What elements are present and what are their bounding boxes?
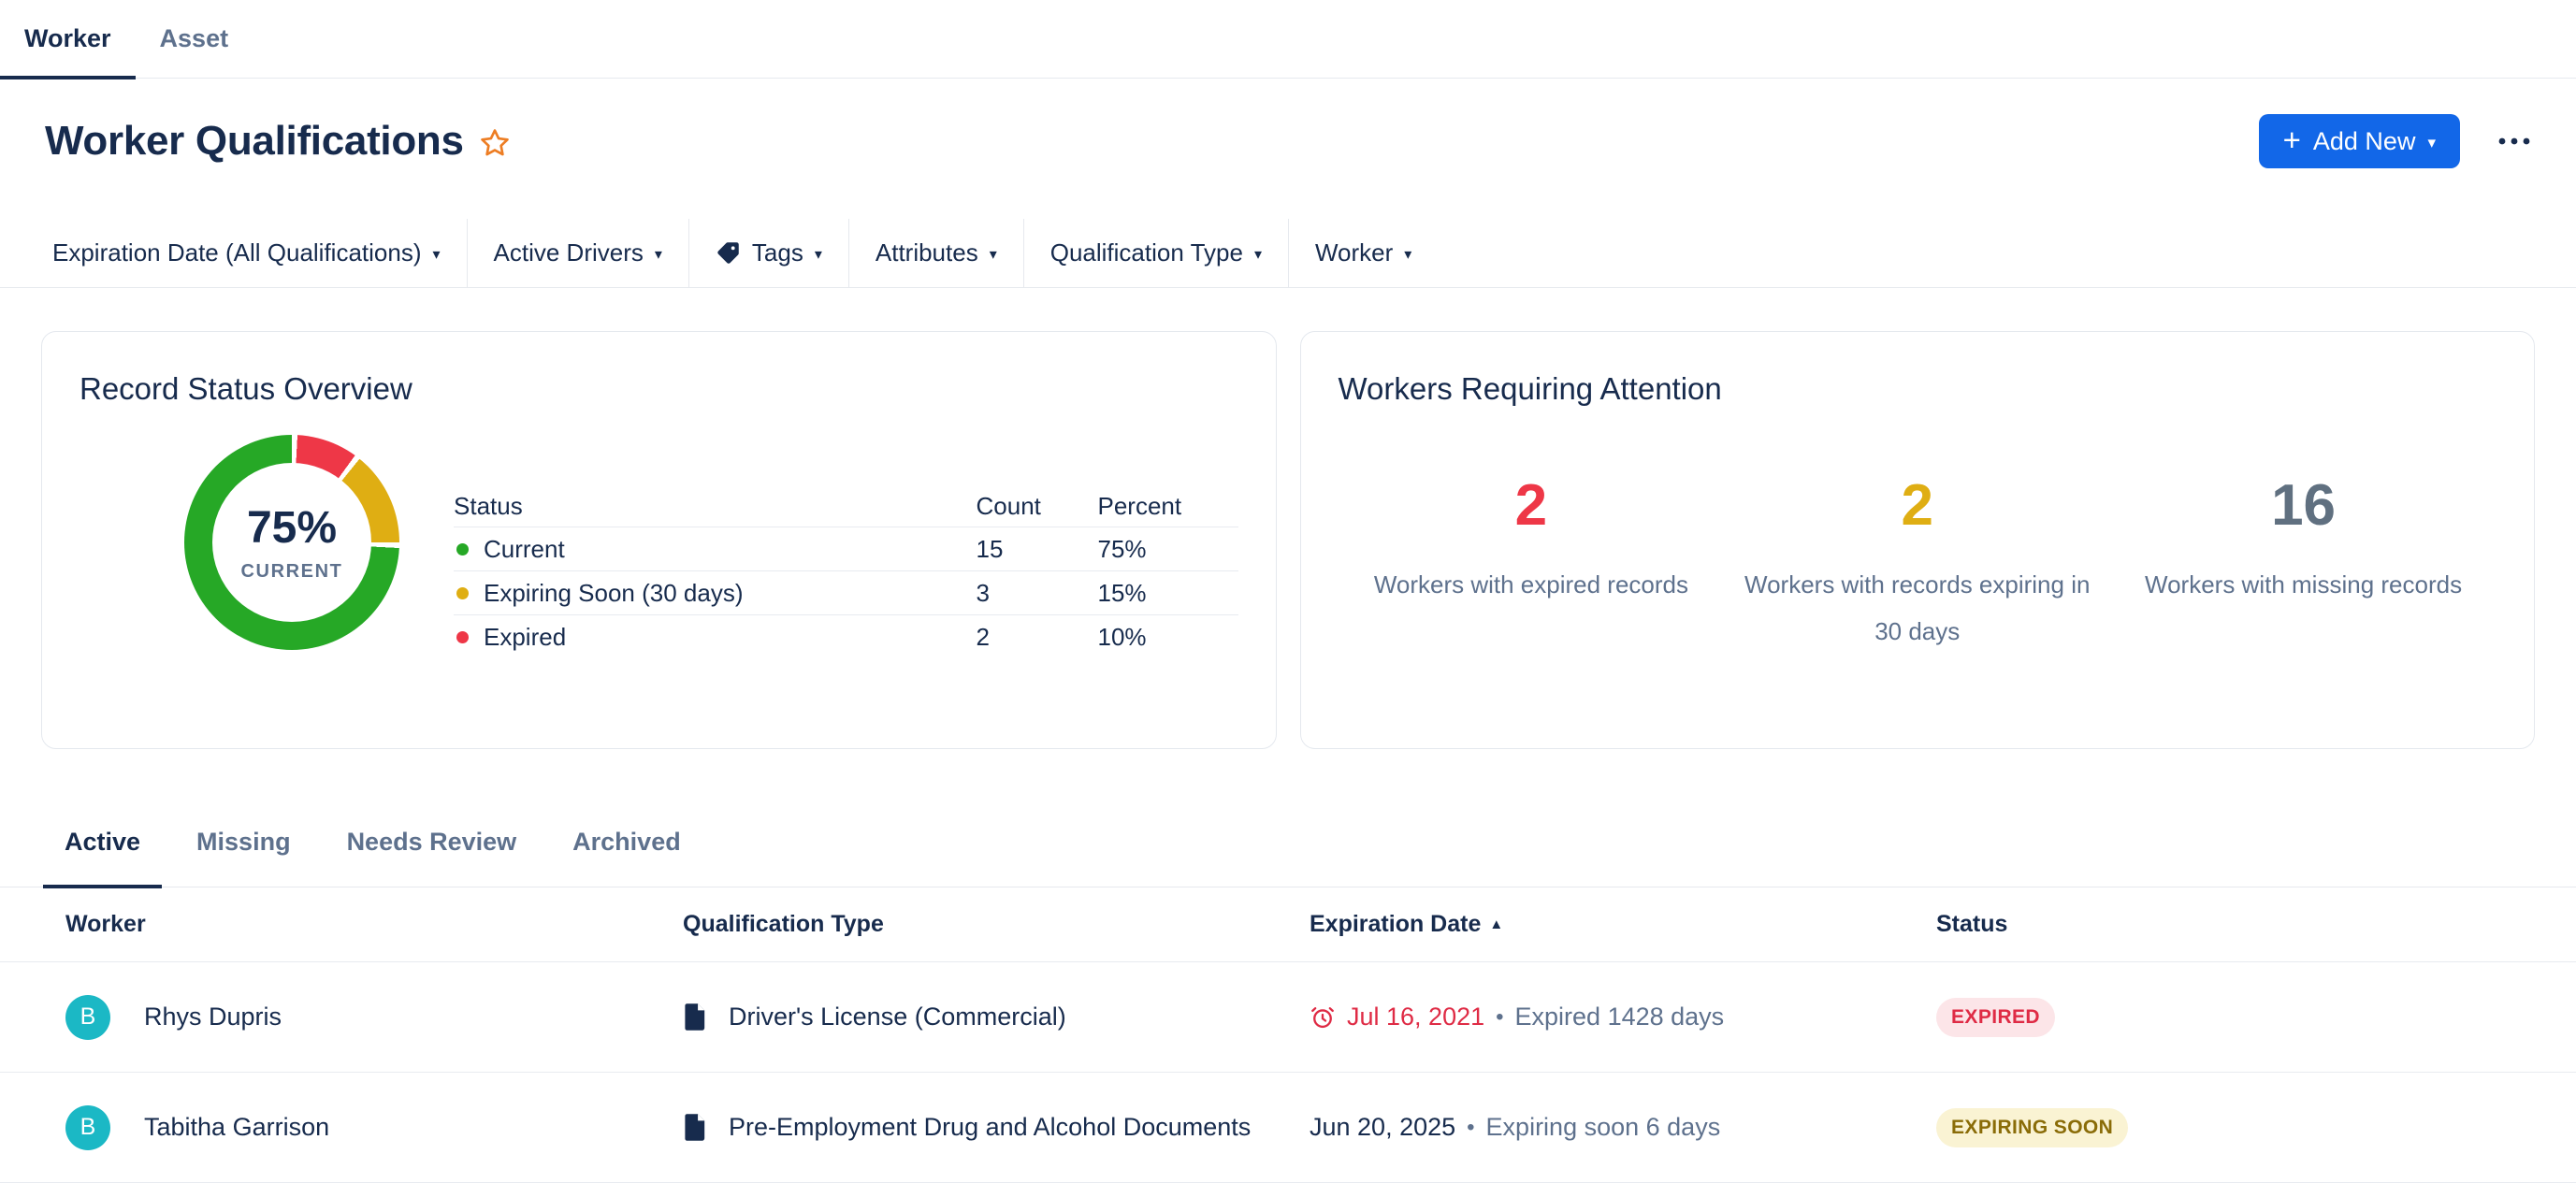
record-status-title: Record Status Overview [80,371,412,406]
favorite-star-icon[interactable] [479,127,511,162]
qualifications-table: Worker Qualification Type Expiration Dat… [0,887,2576,1183]
tag-icon [717,242,739,264]
column-header-status[interactable]: Status [1936,911,2008,937]
chevron-down-icon: ▾ [814,247,822,263]
expiration-note: Expired 1428 days [1514,1003,1725,1031]
tab-missing[interactable]: Missing [196,828,291,856]
table-header-row: Worker Qualification Type Expiration Dat… [0,887,2576,962]
worker-name: Rhys Dupris [144,1003,282,1031]
tab-needs-review[interactable]: Needs Review [346,828,517,856]
alarm-clock-icon [1310,1004,1336,1031]
document-icon [683,1113,708,1142]
filter-expiration-date[interactable]: Expiration Date (All Qualifications) ▾ [45,219,468,287]
record-status-card: Record Status Overview 75% CURRENT Statu… [41,331,1277,749]
legend-header-status: Status [454,492,523,520]
filter-worker[interactable]: Worker ▾ [1314,238,1412,267]
expiration-note: Expiring soon 6 days [1485,1113,1721,1141]
donut-center-value: 75% [246,503,338,553]
table-row[interactable]: B Tabitha Garrison Pre-Employment Drug a… [0,1073,2576,1183]
worker-cell: B Tabitha Garrison [45,1104,662,1150]
status-cell: EXPIRING SOON [1916,1107,2531,1147]
dot-separator: • [1496,1003,1504,1030]
chevron-down-icon: ▾ [1404,247,1412,263]
status-dot-current [456,542,469,555]
filter-qualification-type[interactable]: Qualification Type ▾ [1024,219,1289,287]
status-cell: EXPIRED [1916,997,2531,1037]
expiration-cell: Jun 20, 2025 • Expiring soon 6 days [1289,1113,1916,1142]
qualification-cell: Pre-Employment Drug and Alcohol Document… [662,1113,1289,1142]
legend-row-current: Current 15 75% [454,527,1238,571]
table-row[interactable]: B Rhys Dupris Driver's License (Commerci… [0,962,2576,1073]
attention-card: Workers Requiring Attention 2 Workers wi… [1299,331,2535,749]
status-legend-table: Status Count Percent Current 15 75% Expi… [454,486,1238,659]
donut-center-label: CURRENT [240,561,343,582]
legend-row-expiring-soon: Expiring Soon (30 days) 3 15% [454,571,1238,615]
filter-active-drivers[interactable]: Active Drivers ▾ [468,219,689,287]
attention-title: Workers Requiring Attention [1338,371,1722,406]
chevron-down-icon: ▾ [654,247,662,263]
summary-cards: Record Status Overview 75% CURRENT Statu… [0,288,2576,749]
column-header-worker[interactable]: Worker [65,911,146,937]
list-tab-bar: Active Missing Needs Review Archived [0,798,2576,888]
worker-cell: B Rhys Dupris [45,994,662,1040]
legend-header-percent: Percent [1097,492,1182,520]
chevron-down-icon: ▾ [989,247,997,263]
donut-chart: 75% CURRENT [184,435,399,650]
status-badge: EXPIRED [1936,997,2055,1037]
expiration-date: Jul 16, 2021 [1347,1003,1485,1031]
tab-active[interactable]: Active [43,798,163,888]
legend-row-expired: Expired 2 10% [454,615,1238,659]
page-title: Worker Qualifications [45,118,464,164]
column-header-qualification-type[interactable]: Qualification Type [683,911,884,937]
chevron-down-icon: ▾ [432,247,441,263]
avatar: B [65,994,110,1040]
dot-separator: • [1467,1114,1475,1140]
qualification-name: Driver's License (Commercial) [729,1003,1066,1031]
filter-tags[interactable]: Tags ▾ [689,219,849,287]
document-icon [683,1003,708,1032]
chevron-down-icon: ▾ [1253,247,1262,263]
tab-worker[interactable]: Worker [0,0,136,79]
add-new-button[interactable]: + Add New ▾ [2258,114,2460,168]
chevron-down-icon: ▾ [2427,133,2436,151]
stat-missing-workers: 16 Workers with missing records [2145,473,2463,599]
ellipsis-icon [2498,137,2530,145]
filter-bar: Expiration Date (All Qualifications) ▾ A… [0,219,2576,288]
qualification-name: Pre-Employment Drug and Alcohol Document… [729,1113,1252,1141]
status-badge: EXPIRING SOON [1936,1107,2129,1147]
plus-icon: + [2282,123,2301,157]
tab-archived[interactable]: Archived [572,828,681,856]
avatar: B [65,1104,110,1150]
worker-name: Tabitha Garrison [144,1113,330,1141]
status-dot-expiring [456,586,469,599]
top-tab-bar: Worker Asset [0,0,2576,79]
expiration-date: Jun 20, 2025 [1310,1113,1456,1141]
legend-header-count: Count [976,492,1041,520]
sort-ascending-icon: ▲ [1489,916,1504,932]
stat-expiring-workers: 2 Workers with records expiring in 30 da… [1744,473,2091,646]
filter-attributes[interactable]: Attributes ▾ [849,219,1024,287]
add-new-label: Add New [2312,126,2416,155]
page-header: Worker Qualifications + Add New ▾ [0,79,2576,195]
tab-asset[interactable]: Asset [159,24,229,52]
expiration-cell: Jul 16, 2021 • Expired 1428 days [1289,1003,1916,1032]
more-options-button[interactable] [2497,137,2531,146]
stat-expired-workers: 2 Workers with expired records [1373,473,1688,599]
qualification-cell: Driver's License (Commercial) [662,1003,1289,1032]
status-dot-expired [456,631,469,643]
column-header-expiration-date[interactable]: Expiration Date ▲ [1310,911,1504,937]
